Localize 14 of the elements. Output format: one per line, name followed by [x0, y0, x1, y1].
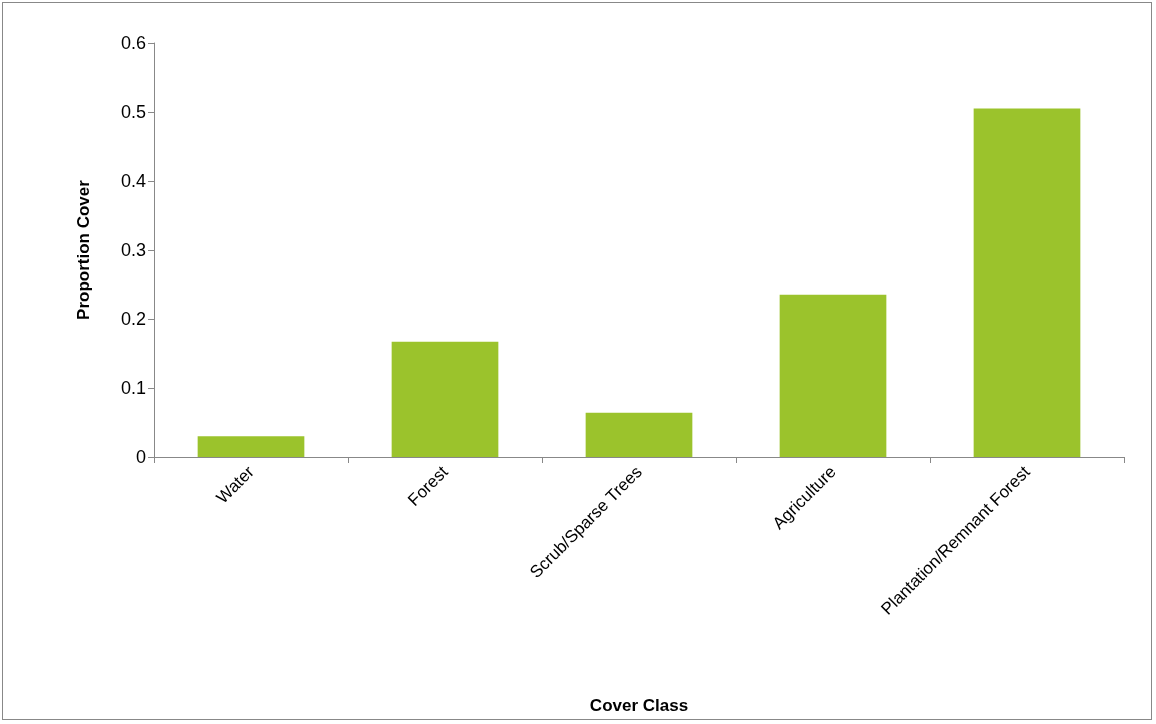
- y-tick-label: 0.3: [120, 240, 146, 260]
- y-tick-label: 0.4: [120, 171, 146, 191]
- y-tick-label: 0.1: [120, 378, 146, 398]
- y-tick-label: 0: [135, 447, 146, 467]
- bar: [779, 294, 887, 457]
- y-tick-label: 0.5: [120, 102, 146, 122]
- y-axis-title: Proportion Cover: [74, 179, 93, 320]
- x-axis-title: Cover Class: [589, 696, 689, 715]
- bar: [973, 108, 1081, 457]
- bar: [585, 412, 693, 457]
- y-tick-label: 0.6: [120, 33, 146, 53]
- y-tick-label: 0.2: [120, 309, 146, 329]
- bar: [197, 436, 305, 457]
- bar: [391, 341, 499, 457]
